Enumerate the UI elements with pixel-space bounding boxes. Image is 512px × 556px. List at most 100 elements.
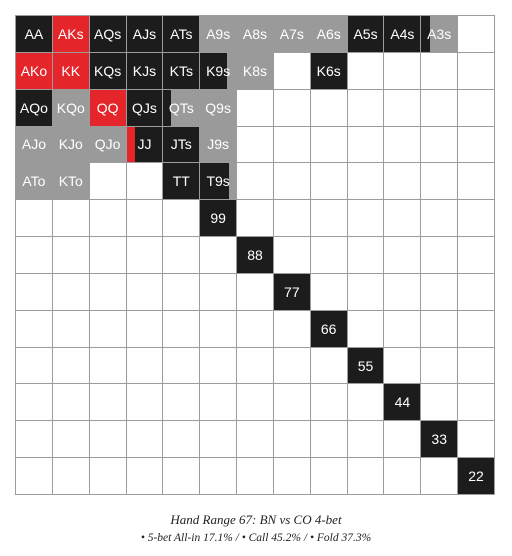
hand-label: AJs — [132, 25, 157, 42]
empty-cell — [421, 237, 459, 274]
empty-cell — [421, 52, 459, 90]
hand-label: KTo — [58, 173, 83, 190]
hand-cell: A6s — [310, 16, 348, 53]
empty-cell — [384, 347, 422, 385]
empty-cell — [273, 163, 311, 201]
hand-cell: JTs — [163, 126, 201, 164]
empty-cell — [126, 163, 164, 201]
empty-cell — [347, 200, 385, 238]
empty-cell — [458, 421, 495, 459]
empty-cell — [421, 163, 459, 201]
action-fill — [310, 52, 347, 89]
action-fill — [310, 16, 347, 52]
empty-cell — [16, 237, 53, 274]
action-fill — [237, 52, 273, 89]
empty-cell — [347, 163, 385, 201]
empty-cell — [310, 237, 348, 274]
action-fill — [89, 126, 126, 163]
empty-cell — [347, 126, 385, 164]
empty-cell — [89, 310, 127, 348]
empty-cell — [458, 310, 495, 348]
hand-cell: A5s — [347, 16, 385, 53]
action-fill — [273, 273, 310, 310]
hand-cell: KTs — [163, 52, 201, 90]
empty-cell — [89, 458, 127, 495]
empty-cell — [458, 52, 495, 90]
empty-cell — [200, 384, 238, 422]
empty-cell — [421, 458, 459, 495]
hand-label: KJo — [58, 136, 83, 153]
hand-label: A5s — [353, 25, 378, 42]
empty-cell — [273, 458, 311, 495]
hand-cell: A9s — [200, 16, 238, 53]
empty-cell — [384, 237, 422, 274]
empty-cell — [273, 89, 311, 127]
action-fill — [237, 237, 273, 273]
empty-cell — [347, 421, 385, 459]
empty-cell — [458, 126, 495, 164]
action-fill — [200, 163, 229, 200]
empty-cell — [384, 273, 422, 311]
action-fill — [421, 421, 458, 458]
hand-cell: J9s — [200, 126, 238, 164]
action-fill — [200, 16, 237, 52]
hand-label: 55 — [357, 357, 374, 374]
empty-cell — [200, 310, 238, 348]
hand-cell: AQs — [89, 16, 127, 53]
empty-cell — [89, 273, 127, 311]
hand-cell: ATs — [163, 16, 201, 53]
empty-cell — [89, 421, 127, 459]
empty-cell — [347, 52, 385, 90]
empty-cell — [421, 200, 459, 238]
empty-cell — [237, 421, 274, 459]
hand-cell: AQo — [16, 89, 53, 127]
hand-label: JTs — [170, 136, 192, 153]
hand-label: TT — [172, 173, 190, 190]
empty-cell — [52, 421, 90, 459]
action-fill — [200, 52, 228, 89]
empty-cell — [237, 458, 274, 495]
empty-cell — [458, 200, 495, 238]
hand-cell: QTs — [163, 89, 201, 127]
hand-cell: 33 — [421, 421, 459, 459]
empty-cell — [273, 237, 311, 274]
action-fill — [200, 200, 237, 237]
action-fill — [170, 89, 200, 126]
action-fill — [16, 126, 52, 163]
hand-cell: A4s — [384, 16, 422, 53]
empty-cell — [16, 200, 53, 238]
hand-cell: ATo — [16, 163, 53, 201]
empty-cell — [52, 273, 90, 311]
hand-label: K8s — [242, 62, 268, 79]
empty-cell — [200, 237, 238, 274]
action-fill — [384, 384, 421, 421]
empty-cell — [237, 384, 274, 422]
hand-cell: KK — [52, 52, 90, 90]
empty-cell — [237, 89, 274, 127]
action-fill — [458, 458, 494, 494]
action-fill — [163, 52, 200, 89]
empty-cell — [89, 200, 127, 238]
empty-cell — [163, 347, 201, 385]
empty-cell — [163, 421, 201, 459]
empty-cell — [163, 273, 201, 311]
hand-label: K6s — [316, 62, 341, 79]
action-fill — [16, 89, 52, 126]
action-fill — [347, 16, 384, 52]
hand-label: AQs — [93, 25, 122, 42]
empty-cell — [384, 89, 422, 127]
empty-cell — [89, 237, 127, 274]
empty-cell — [16, 347, 53, 385]
action-fill — [430, 16, 458, 52]
hand-cell: QJs — [126, 89, 164, 127]
hand-cell: 44 — [384, 384, 422, 422]
hand-label: KK — [61, 62, 81, 79]
empty-cell — [458, 384, 495, 422]
empty-cell — [458, 237, 495, 274]
hand-label: QJs — [132, 99, 157, 116]
empty-cell — [163, 458, 201, 495]
range-caption-stats: • 5-bet All-in 17.1% / • Call 45.2% / • … — [140, 532, 372, 544]
empty-cell — [458, 273, 495, 311]
empty-cell — [126, 347, 164, 385]
empty-cell — [384, 126, 422, 164]
